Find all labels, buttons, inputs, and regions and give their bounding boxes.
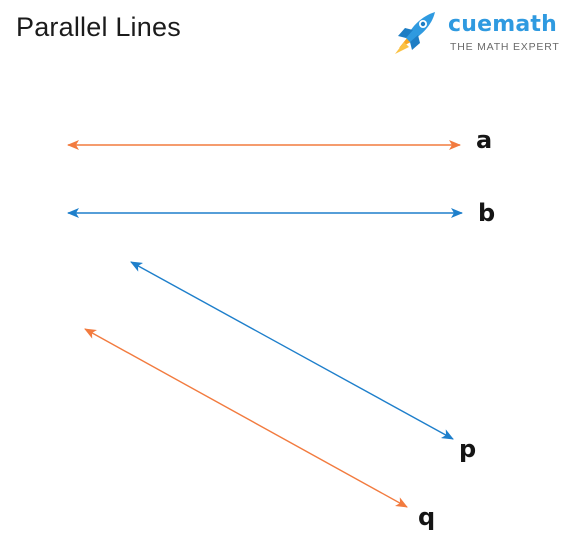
line-p-segment bbox=[130, 261, 454, 440]
brand-name: cuemath bbox=[448, 12, 557, 37]
line-q-segment bbox=[84, 328, 408, 508]
brand-tagline: THE MATH EXPERT bbox=[450, 41, 560, 53]
line-a: a bbox=[67, 126, 492, 154]
rocket-icon bbox=[395, 12, 435, 54]
line-p-label: p bbox=[459, 435, 476, 463]
line-q: q bbox=[84, 328, 435, 531]
line-q-label: q bbox=[418, 503, 435, 531]
line-a-label: a bbox=[476, 126, 492, 154]
line-b: b bbox=[67, 199, 495, 227]
page-title: Parallel Lines bbox=[16, 12, 181, 42]
cuemath-logo: cuemath THE MATH EXPERT bbox=[390, 8, 560, 58]
line-b-label: b bbox=[478, 199, 495, 227]
line-p: p bbox=[130, 261, 476, 463]
